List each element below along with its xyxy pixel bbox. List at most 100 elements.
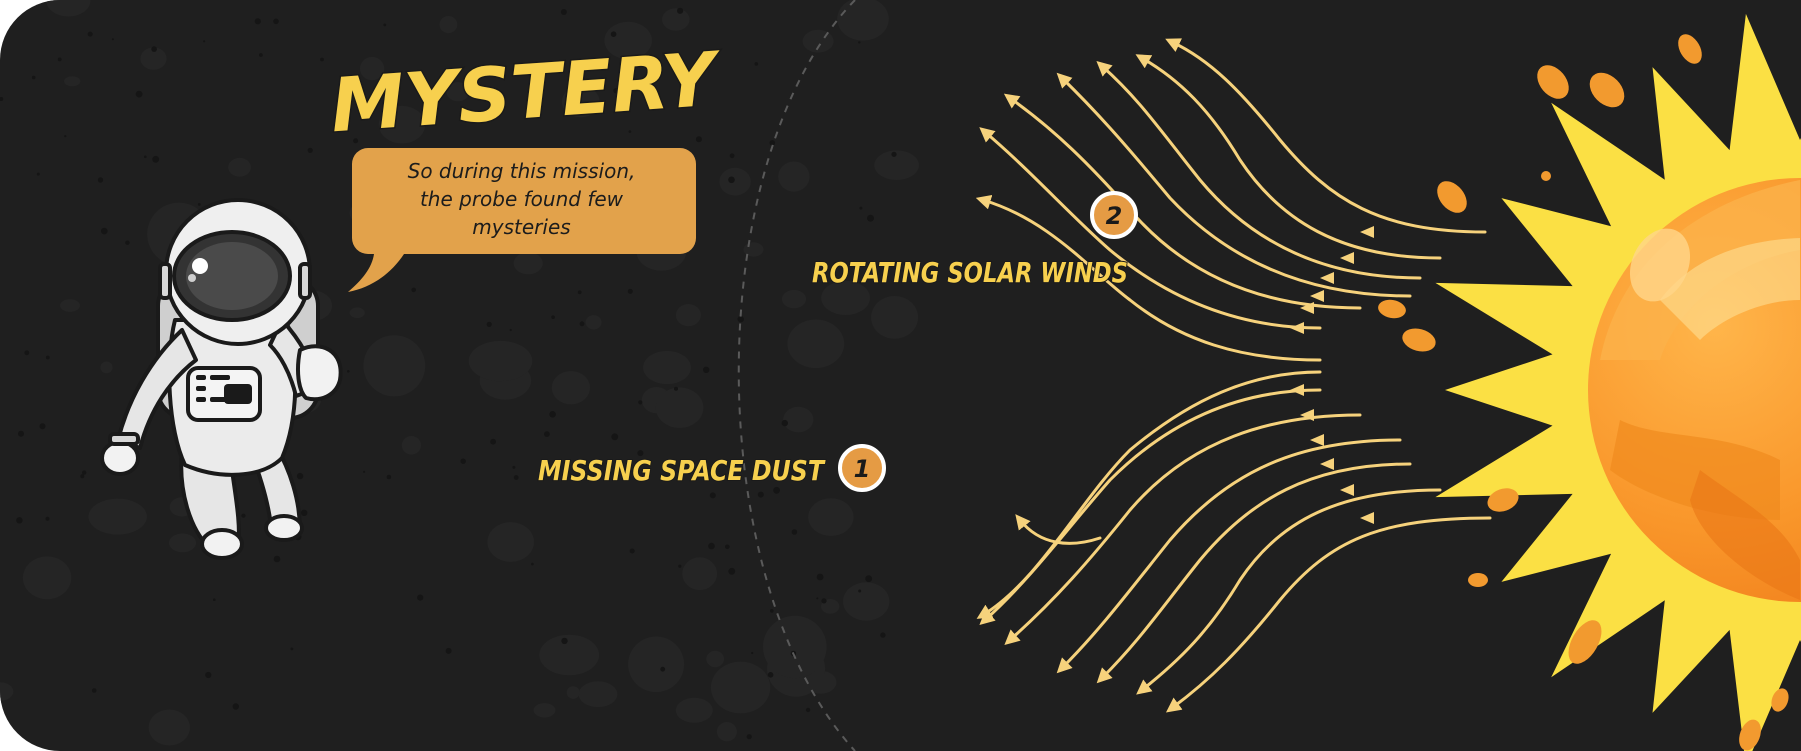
wind-line <box>1015 514 1102 545</box>
dust-particle <box>751 651 754 655</box>
dust-particle <box>383 23 387 27</box>
speech-bubble-text: So during this mission, the probe found … <box>350 157 693 241</box>
wind-arrow <box>1300 409 1314 421</box>
dust-particle <box>821 598 827 604</box>
asteroid-icon <box>22 556 72 600</box>
asteroid-icon <box>837 0 889 41</box>
dust-particle <box>544 431 550 437</box>
orbit-arc <box>737 0 856 751</box>
dust-particle <box>203 40 206 43</box>
dust-particle <box>757 491 764 498</box>
asteroid-icon <box>821 280 870 315</box>
item-2-label: ROTATING SOLAR WINDS <box>812 256 1128 289</box>
asteroid-icon <box>360 56 385 81</box>
asteroid-icon <box>378 105 426 144</box>
asteroid-icon <box>0 682 14 701</box>
dust-particle <box>746 734 752 740</box>
asteroid-icon <box>578 681 618 708</box>
asteroid-icon <box>585 315 602 330</box>
dust-particle <box>152 155 160 163</box>
dust-particle <box>610 31 617 37</box>
dust-particle <box>486 321 492 327</box>
wind-arrow <box>1360 512 1374 524</box>
wind-line <box>1165 38 1487 234</box>
dust-particle <box>357 92 360 96</box>
dust-particle <box>241 513 246 518</box>
dust-particle <box>273 18 279 25</box>
item-2-badge <box>1090 191 1138 239</box>
dust-particle <box>408 71 415 78</box>
asteroid-icon <box>655 387 704 429</box>
asteroid-icon <box>88 498 147 535</box>
wind-arrow <box>1310 434 1324 446</box>
dust-particle <box>816 597 819 600</box>
dust-particle <box>531 562 534 566</box>
dust-particle <box>709 492 716 499</box>
asteroid-icon <box>604 21 652 60</box>
dust-particle <box>728 176 735 184</box>
dust-particle <box>490 438 496 445</box>
dust-particle <box>729 153 735 159</box>
dust-particle <box>213 598 216 601</box>
dust-particle <box>290 647 294 651</box>
dust-particle <box>307 147 313 153</box>
wind-line <box>1096 60 1422 280</box>
dust-particle <box>254 18 261 25</box>
asteroid-icon <box>539 634 600 676</box>
asteroid-icon <box>710 661 771 714</box>
wind-line <box>1136 488 1442 695</box>
asteroid-icon <box>778 161 810 192</box>
wind-line <box>1004 413 1362 645</box>
wind-line <box>1096 462 1412 684</box>
dust-particle <box>87 31 93 37</box>
dust-particle <box>57 57 62 62</box>
speech-line: the probe found few <box>419 187 624 211</box>
dust-particle <box>144 155 147 159</box>
asteroid-icon <box>675 304 701 327</box>
dust-particle <box>513 475 519 480</box>
dust-particle <box>135 90 143 98</box>
dust-particle <box>660 666 666 672</box>
dust-particle <box>205 671 212 679</box>
dust-particle <box>45 355 50 360</box>
dust-particle <box>737 315 744 323</box>
asteroid-icon <box>487 522 534 562</box>
dust-particle <box>64 135 67 138</box>
dust-particle <box>31 75 36 80</box>
asteroid-icon <box>60 299 80 312</box>
asteroid-icon <box>802 29 834 53</box>
asteroid-icon <box>349 307 365 319</box>
dust-particle <box>417 594 424 601</box>
dust-particle <box>18 430 24 437</box>
dust-particle <box>363 470 366 473</box>
wind-arrow <box>1290 322 1304 334</box>
wind-arrow <box>1310 290 1324 302</box>
dust-particle <box>197 203 201 206</box>
asteroid-icon <box>643 350 691 385</box>
wind-arrow <box>1320 458 1334 470</box>
asteroid-icon <box>871 296 919 339</box>
wind-line <box>979 127 1322 330</box>
asteroid-icon <box>140 47 167 70</box>
dust-particle <box>561 637 568 645</box>
dust-particle <box>611 433 619 441</box>
dust-particle <box>512 465 516 469</box>
dust-particle <box>816 573 824 581</box>
asteroid-icon <box>46 0 91 17</box>
dust-particle <box>859 206 863 210</box>
asteroid-icon <box>716 722 737 742</box>
dust-particle <box>347 370 350 373</box>
dust-particle <box>725 544 730 550</box>
dust-particle <box>551 315 555 320</box>
asteroid-icon <box>401 436 421 455</box>
speech-line: mysteries <box>472 215 571 239</box>
asteroid-icon <box>63 76 81 87</box>
wind-arrow <box>1300 302 1314 314</box>
dust-particle <box>880 632 886 638</box>
asteroid-icon <box>783 406 814 433</box>
dust-particle <box>509 328 512 332</box>
wind-line <box>1135 54 1442 260</box>
item-1-label: MISSING SPACE DUST <box>538 454 826 487</box>
dust-particle <box>82 470 87 475</box>
